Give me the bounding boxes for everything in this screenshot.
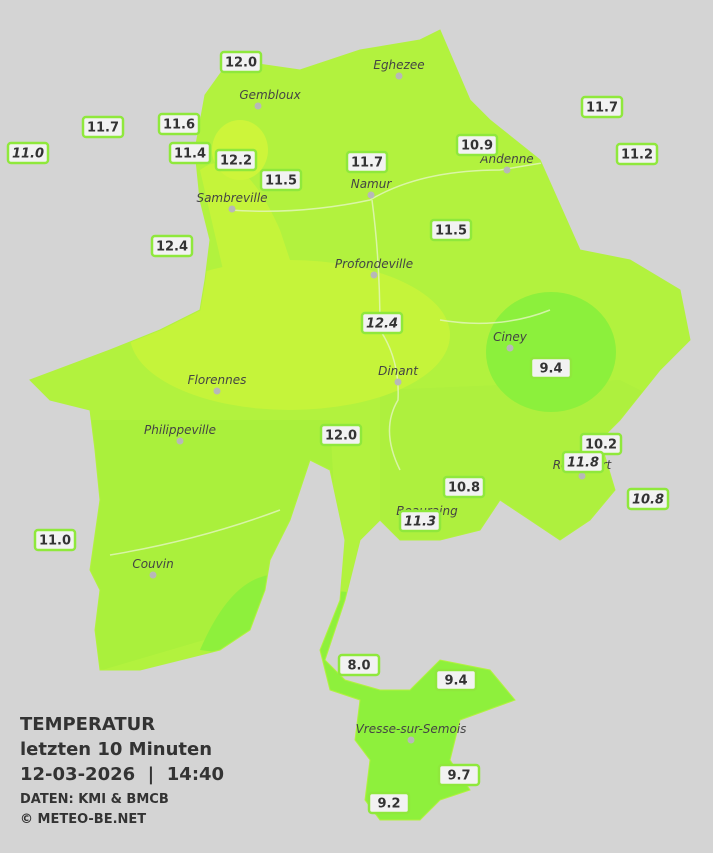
station-box [429, 218, 473, 242]
station-box [319, 423, 363, 447]
station-value: 11.3 [404, 515, 436, 530]
city-label: Gembloux [239, 88, 301, 102]
city-dot [407, 736, 415, 744]
station-value: 9.4 [444, 674, 467, 689]
station-box [259, 168, 303, 192]
city-label: Ciney [493, 330, 528, 344]
station-box [434, 668, 478, 692]
station-value: 12.0 [225, 56, 257, 71]
station-box [81, 115, 125, 139]
legend-period: letzten 10 Minuten [20, 739, 212, 760]
city-dot [149, 571, 157, 579]
city-dot [506, 344, 514, 352]
station-box [214, 148, 258, 172]
station-value: 9.7 [447, 769, 470, 784]
city-label: Namur [351, 177, 393, 191]
station-value: 11.7 [351, 156, 383, 171]
station-value: 11.0 [12, 147, 44, 162]
city-dot [578, 472, 586, 480]
station-box [345, 150, 389, 174]
station-value: 12.4 [366, 317, 398, 332]
station-box [615, 142, 659, 166]
station-box [337, 653, 381, 677]
station-value: 12.2 [220, 154, 252, 169]
city-label: Profondeville [335, 257, 413, 271]
legend-copyright: © METEO-BE.NET [20, 812, 146, 827]
station-value: 12.4 [156, 240, 188, 255]
city-dot [394, 378, 402, 386]
station-box [360, 311, 404, 335]
city-dot [503, 166, 511, 174]
station-value: 10.9 [461, 139, 493, 154]
station-box [398, 509, 442, 533]
station-box [442, 475, 486, 499]
legend-source: DATEN: KMI & BMCB [20, 792, 169, 807]
station-value: 11.0 [39, 534, 71, 549]
city-label: Sambreville [196, 191, 267, 205]
city-label: Vresse-sur-Semois [356, 722, 467, 736]
station-value: 9.4 [539, 362, 562, 377]
station-value: 12.0 [325, 429, 357, 444]
city-dot [395, 72, 403, 80]
station-box [455, 133, 499, 157]
station-value: 10.8 [448, 481, 480, 496]
city-dot [370, 271, 378, 279]
city-label: Philippeville [144, 423, 216, 437]
station-box [150, 234, 194, 258]
legend-datetime: 12-03-2026 | 14:40 [20, 764, 224, 785]
station-box [219, 50, 263, 74]
station-value: 11.5 [265, 174, 297, 189]
station-value: 10.2 [585, 438, 617, 453]
city-dot [213, 387, 221, 395]
station-box [33, 528, 77, 552]
legend-title: TEMPERATUR [20, 714, 155, 735]
station-box [168, 141, 212, 165]
city-label: Dinant [378, 364, 419, 378]
city-label: Eghezee [373, 58, 424, 72]
city-label: Florennes [188, 373, 247, 387]
station-value: 11.5 [435, 224, 467, 239]
city-label: Couvin [132, 557, 173, 571]
city-dot [176, 437, 184, 445]
station-box [437, 763, 481, 787]
city-dot [367, 191, 375, 199]
station-box [6, 141, 50, 165]
station-value: 11.2 [621, 148, 653, 163]
station-box [529, 356, 573, 380]
station-box [580, 95, 624, 119]
station-value: 9.2 [377, 797, 400, 812]
station-value: 11.4 [174, 147, 206, 162]
city-dot [228, 205, 236, 213]
station-value: 11.8 [567, 456, 599, 471]
station-value: 10.8 [632, 493, 664, 508]
station-box [157, 112, 201, 136]
station-value: 11.7 [586, 101, 618, 116]
station-value: 11.7 [87, 121, 119, 136]
station-value: 11.6 [163, 118, 195, 133]
city-dot [254, 102, 262, 110]
station-box [367, 791, 411, 815]
station-value: 8.0 [347, 659, 370, 674]
station-box [626, 487, 670, 511]
station-box [561, 450, 605, 474]
